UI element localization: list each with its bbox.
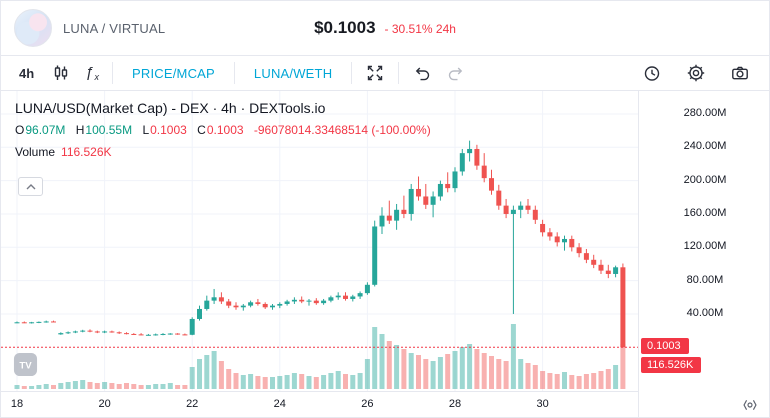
price-axis-label: 200.00M [683,173,727,186]
last-price-badge: 0.1003 [641,338,689,354]
toolbar-separator [351,62,353,84]
price-change-24h: - 30.51% 24h [384,22,456,36]
price-axis-label: 280.00M [683,106,727,119]
pair-name: LUNA / VIRTUAL [63,20,166,36]
undo-button[interactable] [405,60,439,86]
ohlc-close-label: C [197,123,206,137]
ohlc-change-value: -96078014.33468514 (-100.00%) [253,123,431,137]
pair-header: LUNA / VIRTUAL $0.1003 - 30.51% 24h [1,1,769,56]
ohlc-open-value: 96.07M [25,123,66,137]
load-interval-history-button[interactable] [635,60,669,86]
current-price: $0.1003 [314,18,376,37]
price-mcap-toggle[interactable]: PRICE/MCAP [119,63,228,84]
svg-text:TV: TV [19,360,32,371]
undo-icon [416,67,430,81]
fx-indicators-icon: ƒx [85,65,99,82]
ohlc-high-value: 100.55M [85,123,133,137]
time-axis-label: 30 [536,398,549,410]
chevron-up-icon [26,183,35,189]
time-axis-label: 22 [186,398,199,410]
price-axis[interactable]: 0.1003 116.526K 280.00M 240.00M 200.00M 160… [638,91,769,417]
ohlc-low-label: L [142,123,150,137]
last-volume-badge: 116.526K [641,357,702,373]
interval-button[interactable]: 4h [9,63,44,84]
axis-settings-icon[interactable] [739,394,761,417]
candlestick-chart[interactable] [1,91,638,391]
chart-title: LUNA/USD(Market Cap) - DEX · 4h · DEXToo… [15,100,326,116]
price-axis-label: 80.00M [686,273,724,286]
chart-toolbar: 4h ƒx PRICE/MCAP LUNA/WETH [1,56,769,91]
tradingview-logo[interactable]: TV [13,352,38,382]
indicators-button[interactable]: ƒx [78,62,106,85]
time-axis-label: 20 [98,398,111,410]
expand-icon [368,65,383,81]
time-axis-label: 18 [10,398,24,410]
price-axis-label: 240.00M [683,140,727,153]
price-axis-label: 120.00M [683,240,727,253]
clock-icon [644,66,660,81]
gear-icon [687,64,705,82]
chart-style-button[interactable] [44,60,78,86]
toolbar-separator [112,62,114,84]
ohlc-close-value: 0.1003 [206,123,244,137]
volume-row: Volume 116.526K [15,145,431,159]
fx-letter: ƒ [85,63,94,81]
volume-label: Volume [15,145,56,159]
ohlc-open-label: O [15,123,25,137]
fullscreen-button[interactable] [358,60,392,86]
volume-value: 116.526K [61,145,112,159]
legend-collapse-button[interactable] [18,177,43,196]
candlestick-style-icon [54,65,68,80]
chart-settings-button[interactable] [679,60,713,86]
toolbar-separator [398,62,400,84]
pair-switch-link[interactable]: LUNA/WETH [241,63,345,84]
time-axis-label: 28 [448,398,462,410]
chart-area: LUNA/USD(Market Cap) - DEX · 4h · DEXToo… [1,91,769,417]
time-axis-label: 26 [361,398,374,410]
toolbar-separator [233,62,235,84]
fx-subscript: x [94,71,100,82]
chart-legend: LUNA/USD(Market Cap) - DEX · 4h · DEXToo… [15,100,431,159]
redo-button[interactable] [439,60,473,86]
camera-icon [732,66,748,80]
ohlc-low-value: 0.1003 [150,123,187,137]
ohlc-row: O96.07M H100.55M L0.1003 C0.1003 -960780… [15,123,431,137]
price-axis-label: 40.00M [686,306,724,319]
screenshot-button[interactable] [723,60,757,86]
price-axis-label: 160.00M [683,206,727,219]
redo-icon [449,67,463,81]
toolbar-right-group [635,60,757,86]
ohlc-high-label: H [75,123,85,137]
token-avatar[interactable] [14,9,52,47]
time-axis[interactable]: 18 20 22 24 26 28 30 [1,391,638,417]
time-axis-label: 24 [273,398,286,410]
